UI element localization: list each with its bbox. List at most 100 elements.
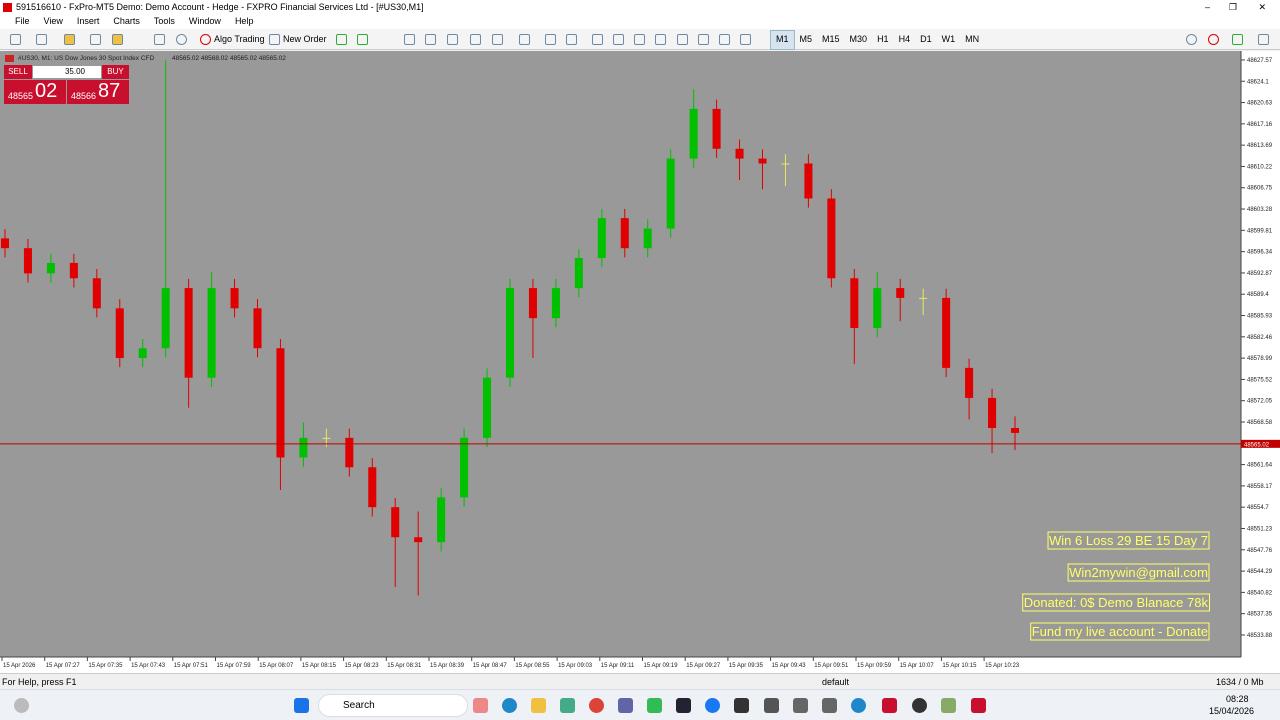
- taskbar-app[interactable]: [912, 698, 927, 713]
- maximize[interactable]: ❐: [1228, 2, 1237, 12]
- zoom-in[interactable]: [404, 34, 415, 45]
- y-tick-label: 48606.75: [1247, 186, 1273, 192]
- tool-icon[interactable]: [519, 34, 530, 45]
- annotation: Fund my live account - Donate: [1032, 624, 1208, 639]
- taskbar-app[interactable]: [531, 698, 546, 713]
- tool-icon[interactable]: [112, 34, 123, 45]
- tool-icon[interactable]: [470, 34, 481, 45]
- menu-item[interactable]: Window: [188, 16, 221, 26]
- tool-icon[interactable]: [677, 34, 688, 45]
- volume-input[interactable]: 35.00: [32, 65, 102, 79]
- taskbar-app[interactable]: [560, 698, 575, 713]
- search-box[interactable]: Search: [318, 694, 468, 717]
- taskbar-app[interactable]: [941, 698, 956, 713]
- candle-body: [368, 467, 377, 508]
- x-tick-label: 15 Apr 08:23: [345, 663, 380, 669]
- taskbar-app[interactable]: [502, 698, 517, 713]
- timeframe[interactable]: M30: [849, 34, 868, 44]
- x-tick-label: 15 Apr 2026: [3, 663, 36, 669]
- y-tick-label: 48610.22: [1247, 164, 1273, 170]
- widget[interactable]: [14, 698, 29, 713]
- taskbar-app[interactable]: [764, 698, 779, 713]
- tool-icon[interactable]: [447, 34, 458, 45]
- minimize[interactable]: –: [1204, 2, 1210, 12]
- buy-button[interactable]: BUY: [102, 65, 129, 79]
- taskbar-app[interactable]: [793, 698, 808, 713]
- menu-item[interactable]: Insert: [76, 16, 100, 26]
- tool-icon[interactable]: [90, 34, 101, 45]
- tool-icon[interactable]: [740, 34, 751, 45]
- taskbar-app[interactable]: [705, 698, 720, 713]
- candle-body: [230, 288, 239, 309]
- taskbar-app[interactable]: [822, 698, 837, 713]
- taskbar-app[interactable]: [647, 698, 662, 713]
- crosshair[interactable]: [566, 34, 577, 45]
- taskbar-app[interactable]: [882, 698, 897, 713]
- candle-body: [207, 288, 216, 378]
- candle-body: [184, 288, 193, 378]
- taskbar-app[interactable]: [589, 698, 604, 713]
- tool-icon[interactable]: [634, 34, 645, 45]
- candle-body: [873, 288, 882, 328]
- search[interactable]: [1186, 34, 1197, 45]
- close[interactable]: ✕: [1258, 2, 1266, 12]
- timeframe[interactable]: H1: [877, 34, 889, 44]
- candle-body: [46, 262, 55, 274]
- tool-icon[interactable]: [336, 34, 347, 45]
- app-icon: [3, 3, 12, 12]
- tool-icon[interactable]: [613, 34, 624, 45]
- y-tick-label: 48620.63: [1247, 101, 1273, 107]
- y-tick-label: 48599.81: [1247, 228, 1273, 234]
- menu-item[interactable]: Tools: [153, 16, 175, 26]
- x-tick-label: 15 Apr 07:27: [46, 663, 81, 669]
- timeframe[interactable]: D1: [920, 34, 932, 44]
- taskbar-app[interactable]: [971, 698, 986, 713]
- timeframe[interactable]: M5: [799, 34, 813, 44]
- bid-tile[interactable]: 48565 02: [4, 80, 66, 104]
- order-icon[interactable]: [269, 34, 280, 45]
- candle-body: [460, 437, 469, 498]
- taskbar-app[interactable]: [851, 698, 866, 713]
- taskbar-app[interactable]: [618, 698, 633, 713]
- tool-icon[interactable]: [592, 34, 603, 45]
- tool-icon[interactable]: [10, 34, 21, 45]
- tool-icon[interactable]: [492, 34, 503, 45]
- menu-item[interactable]: File: [15, 16, 30, 26]
- y-tick-label: 48582.46: [1247, 335, 1273, 341]
- tool-icon[interactable]: [176, 34, 187, 45]
- timeframe[interactable]: MN: [965, 34, 980, 44]
- menu-item[interactable]: Charts: [113, 16, 140, 26]
- tool-icon[interactable]: [357, 34, 368, 45]
- menu-item[interactable]: View: [43, 16, 63, 26]
- profile: default: [822, 677, 850, 687]
- tool-icon[interactable]: [698, 34, 709, 45]
- candle-body: [299, 437, 308, 458]
- new-order[interactable]: New Order: [283, 34, 327, 44]
- timeframe[interactable]: H4: [898, 34, 911, 44]
- x-tick-label: 15 Apr 08:39: [430, 663, 465, 669]
- timeframe[interactable]: W1: [941, 34, 956, 44]
- tool-icon[interactable]: [719, 34, 730, 45]
- tool-icon[interactable]: [64, 34, 75, 45]
- start-button[interactable]: [294, 698, 309, 713]
- timeframes: M1 M5 M15 M30 H1 H4 D1 W1 MN: [770, 29, 984, 50]
- tool-icon[interactable]: [154, 34, 165, 45]
- timeframe[interactable]: M1: [770, 30, 795, 50]
- sell-button[interactable]: SELL: [4, 65, 32, 79]
- tool-icon[interactable]: [36, 34, 47, 45]
- algo-icon[interactable]: [200, 34, 211, 45]
- taskbar-app[interactable]: [473, 698, 488, 713]
- timeframe[interactable]: M15: [822, 34, 840, 44]
- tool-icon[interactable]: [655, 34, 666, 45]
- taskbar-app[interactable]: [734, 698, 749, 713]
- menu-item[interactable]: Help: [234, 16, 254, 26]
- candle-body: [483, 377, 492, 438]
- taskbar-app[interactable]: [676, 698, 691, 713]
- zoom-out[interactable]: [425, 34, 436, 45]
- notifications[interactable]: [1208, 34, 1219, 45]
- algo-trading[interactable]: Algo Trading: [214, 34, 265, 44]
- cursor[interactable]: [545, 34, 556, 45]
- tool-icon[interactable]: [1232, 34, 1243, 45]
- ask-tile[interactable]: 48566 87: [67, 80, 129, 104]
- tool-icon[interactable]: [1258, 34, 1269, 45]
